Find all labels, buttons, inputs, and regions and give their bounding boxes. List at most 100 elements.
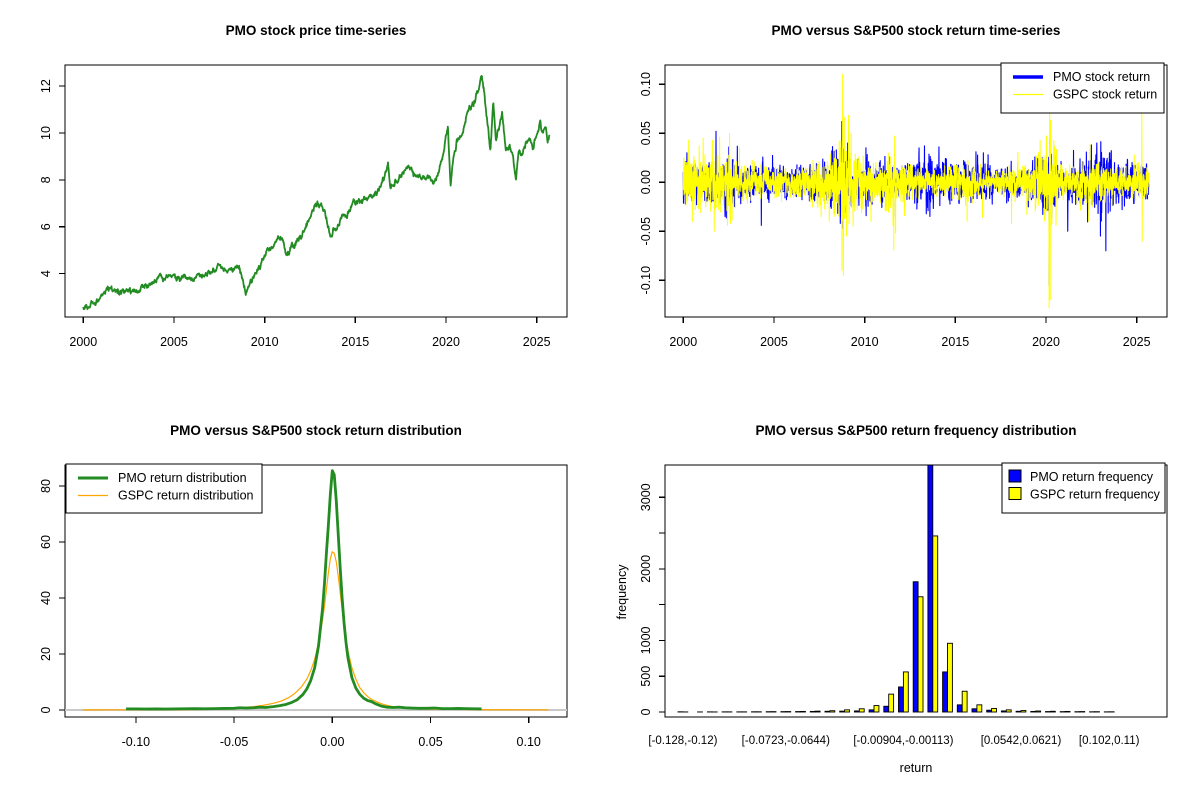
x-axis-tick-label: 2005 bbox=[160, 335, 188, 349]
y-axis-tick-label: 1000 bbox=[639, 626, 653, 654]
panel-title: PMO versus S&P500 stock return time-seri… bbox=[771, 23, 1061, 38]
pmo-frequency-bar bbox=[912, 581, 919, 713]
pmo-frequency-bar bbox=[809, 710, 816, 713]
legend-swatch-square bbox=[1008, 487, 1022, 500]
panel-return-frequency: PMO versus S&P500 return frequency distr… bbox=[600, 400, 1200, 800]
gspc-return-line bbox=[682, 73, 1150, 309]
x-axis-label-return: return bbox=[899, 761, 933, 775]
gspc-frequency-bar bbox=[1049, 710, 1056, 713]
gspc-frequency-bar bbox=[961, 690, 968, 713]
x-axis-tick-label: 2025 bbox=[523, 335, 551, 349]
y-axis-tick-label: 0.00 bbox=[639, 170, 653, 194]
density-legend-box bbox=[65, 463, 263, 514]
gspc-frequency-bar bbox=[902, 671, 909, 713]
pmo-frequency-bar bbox=[883, 705, 890, 713]
return-chart-svg: 2000 2005 2010 2015 2020 2025 0.10 0.05 0.00 -0.0… bbox=[639, 62, 1168, 349]
y-axis-tick-label: 40 bbox=[39, 591, 53, 605]
pmo-frequency-bar bbox=[1000, 710, 1007, 713]
y-axis-tick-label: 8 bbox=[39, 176, 53, 183]
pmo-frequency-bar bbox=[927, 464, 934, 713]
histogram-chart-svg: 0 500 1000 2000 3000 [-0.128,-0.12) [-0.0723,-… bbox=[639, 462, 1168, 747]
legend-label: PMO stock return bbox=[1053, 70, 1150, 84]
pmo-frequency-bar bbox=[839, 710, 846, 713]
panel-pmo-price-timeseries: PMO stock price time-series 2000 2005 2010… bbox=[0, 0, 600, 400]
y-axis-tick-label: -0.05 bbox=[639, 217, 653, 246]
gspc-frequency-bar bbox=[932, 535, 939, 713]
y-axis-tick-label: 12 bbox=[39, 79, 53, 93]
pmo-frequency-bar bbox=[1015, 710, 1022, 713]
y-axis-tick-label: 80 bbox=[39, 479, 53, 493]
x-axis-tick-label: 2000 bbox=[669, 335, 697, 349]
panel-title: PMO versus S&P500 return frequency distr… bbox=[755, 423, 1077, 438]
y-axis-tick-label: 2000 bbox=[639, 555, 653, 583]
pmo-price-line bbox=[82, 74, 551, 311]
pmo-frequency-bar bbox=[971, 708, 978, 713]
pmo-frequency-bar bbox=[986, 709, 993, 713]
gspc-frequency-bar bbox=[1020, 710, 1027, 713]
x-axis-tick-label: 2015 bbox=[341, 335, 369, 349]
pmo-frequency-bar bbox=[868, 709, 875, 713]
legend-label: GSPC return distribution bbox=[118, 489, 254, 503]
gspc-frequency-bar bbox=[829, 710, 836, 713]
y-axis-tick-label: 6 bbox=[39, 223, 53, 230]
panel-title: PMO stock price time-series bbox=[225, 23, 407, 38]
y-axis-tick-label: 0 bbox=[639, 708, 653, 715]
y-axis-tick-label: 20 bbox=[39, 647, 53, 661]
panel-title: PMO versus S&P500 stock return distribut… bbox=[170, 423, 462, 438]
density-chart-svg: -0.10 -0.05 0.00 0.05 0.10 0 20 40 60 80 PMO retur… bbox=[39, 463, 568, 749]
panel-return-timeseries: PMO versus S&P500 stock return time-seri… bbox=[600, 0, 1200, 400]
gspc-frequency-bar bbox=[800, 710, 806, 713]
pmo-density-line bbox=[126, 469, 482, 711]
gspc-frequency-bar bbox=[1035, 710, 1042, 713]
y-axis-tick-label: 0.05 bbox=[639, 121, 653, 145]
x-axis-bin-label: [0.102,0.11) bbox=[1079, 735, 1140, 747]
y-axis-tick-label: 60 bbox=[39, 535, 53, 549]
gspc-frequency-bar bbox=[873, 705, 880, 713]
x-axis-tick-label: 2000 bbox=[69, 335, 97, 349]
y-axis-tick-label: 500 bbox=[639, 666, 653, 687]
x-axis-bin-label: [-0.0723,-0.0644) bbox=[742, 735, 830, 747]
pmo-frequency-bar bbox=[942, 671, 948, 713]
gspc-frequency-bar bbox=[888, 693, 895, 713]
y-axis-tick-label: 4 bbox=[39, 270, 53, 277]
x-axis-tick-label: 0.05 bbox=[418, 735, 442, 749]
legend-swatch-square bbox=[1008, 469, 1022, 483]
gspc-frequency-bar bbox=[1005, 709, 1012, 713]
histogram-legend-box bbox=[1001, 462, 1166, 514]
x-axis-bin-label: [-0.00904,-0.00113) bbox=[853, 735, 953, 747]
x-axis-bin-label: [0.0542,0.0621) bbox=[981, 735, 1062, 747]
gspc-density-line bbox=[82, 551, 549, 711]
panel-return-distribution: PMO versus S&P500 stock return distribut… bbox=[0, 400, 600, 800]
y-axis-tick-label: 0.10 bbox=[639, 72, 653, 96]
pmo-frequency-bar bbox=[1030, 710, 1037, 713]
pmo-frequency-bar bbox=[956, 704, 963, 713]
y-axis-tick-label: 0 bbox=[39, 706, 53, 713]
x-axis-tick-label: 2015 bbox=[941, 335, 969, 349]
x-axis-tick-label: 2010 bbox=[851, 335, 879, 349]
x-axis-tick-label: 2010 bbox=[251, 335, 279, 349]
gspc-frequency-bar bbox=[976, 704, 983, 713]
y-axis-tick-label: 10 bbox=[39, 126, 53, 140]
y-axis-tick-label: 3000 bbox=[639, 483, 653, 511]
legend-label: GSPC stock return bbox=[1053, 88, 1157, 102]
pmo-frequency-bar bbox=[853, 710, 860, 713]
legend-label: PMO return frequency bbox=[1030, 470, 1154, 484]
x-axis-tick-label: -0.10 bbox=[122, 735, 151, 749]
legend-label: PMO return distribution bbox=[118, 471, 247, 485]
plot-box bbox=[64, 64, 568, 318]
pmo-frequency-bar bbox=[824, 710, 831, 713]
return-legend-box bbox=[1000, 62, 1165, 114]
plot-box bbox=[64, 464, 568, 718]
y-axis-tick-label: -0.10 bbox=[639, 266, 653, 295]
gspc-frequency-bar bbox=[1064, 710, 1071, 713]
gspc-frequency-bar bbox=[917, 596, 924, 713]
x-axis-tick-label: -0.05 bbox=[220, 735, 249, 749]
gspc-frequency-bar bbox=[858, 708, 865, 713]
plot-box bbox=[664, 464, 1168, 718]
x-axis-bin-label: [-0.128,-0.12) bbox=[648, 735, 717, 747]
price-chart-svg: 2000 2005 2010 2015 2020 2025 4 6 8 10 12 bbox=[39, 64, 568, 349]
gspc-frequency-bar bbox=[947, 642, 953, 713]
plot-box bbox=[664, 64, 1168, 318]
gspc-frequency-bar bbox=[844, 709, 850, 713]
